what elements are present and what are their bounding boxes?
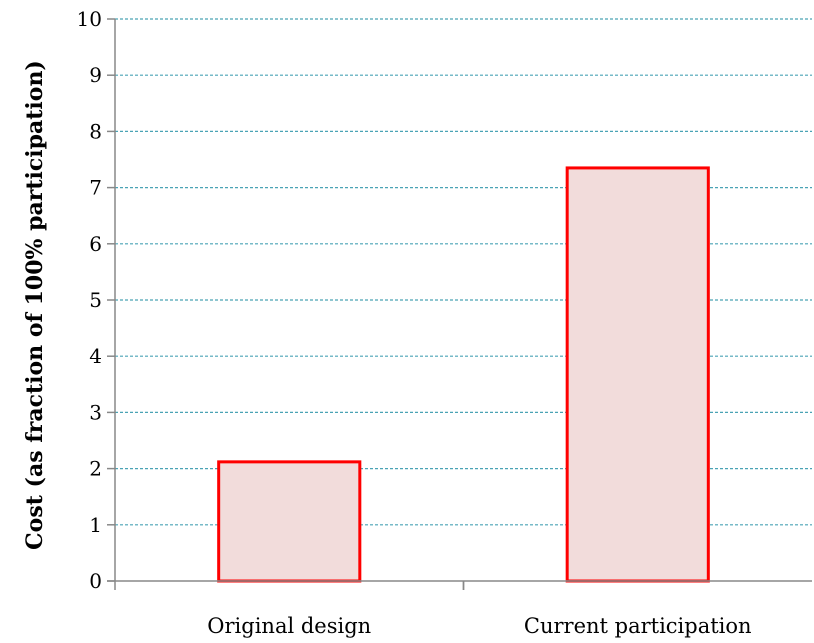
y-axis-title: Cost (as fraction of 100% participation)	[22, 60, 48, 550]
y-tick-label: 5	[89, 288, 102, 312]
y-tick-label: 1	[89, 513, 102, 537]
y-tick-label: 8	[89, 119, 102, 143]
y-tick-label: 6	[89, 232, 102, 256]
y-tick-label: 0	[89, 569, 102, 593]
y-tick-labels: 0 1 2 3 4 5 6 7 8 9 10	[77, 7, 115, 593]
y-tick-label: 2	[89, 457, 102, 481]
bar-original-design	[217, 460, 362, 583]
y-tick-label: 10	[77, 7, 102, 31]
bars	[217, 166, 710, 583]
y-tick-label: 4	[89, 344, 102, 368]
y-tick-label: 7	[89, 176, 102, 200]
x-category-label: Current participation	[524, 614, 752, 638]
x-category-labels: Original design Current participation	[207, 614, 751, 638]
y-tick-label: 3	[89, 400, 102, 424]
x-category-label: Original design	[207, 614, 371, 638]
y-tick-label: 9	[89, 63, 102, 87]
bar-current-participation	[565, 166, 710, 583]
